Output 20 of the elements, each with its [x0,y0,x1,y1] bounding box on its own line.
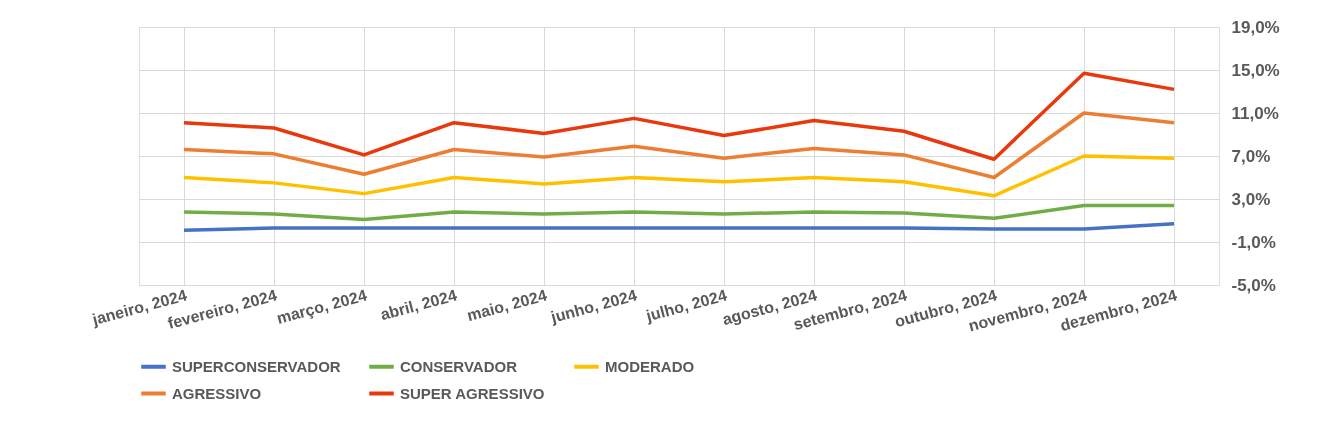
line-series [182,203,1176,222]
legend-label: AGRESSIVO [172,384,262,402]
legend-label: CONSERVADOR [400,357,518,375]
y-tick-label: 3,0% [1231,189,1271,209]
line-series [182,154,1176,198]
legend-label: MODERADO [605,357,695,375]
line-series [182,71,1176,161]
y-tick-label: 11,0% [1231,103,1279,123]
y-tick-label: -1,0% [1231,232,1276,252]
y-tick-label: 7,0% [1231,146,1271,166]
legend-label: SUPERCONSERVADOR [172,357,341,375]
y-tick-label: 19,0% [1231,17,1280,37]
x-tick-label: maio, 2024 [465,286,549,325]
line-series [182,111,1176,180]
legend-label: SUPER AGRESSIVO [400,384,545,402]
y-tick-label: -5,0% [1231,275,1276,295]
x-tick-label: junho, 2024 [548,286,639,326]
line-series [182,221,1176,232]
y-tick-label: 15,0% [1231,60,1280,80]
x-tick-label: abril, 2024 [378,286,459,324]
